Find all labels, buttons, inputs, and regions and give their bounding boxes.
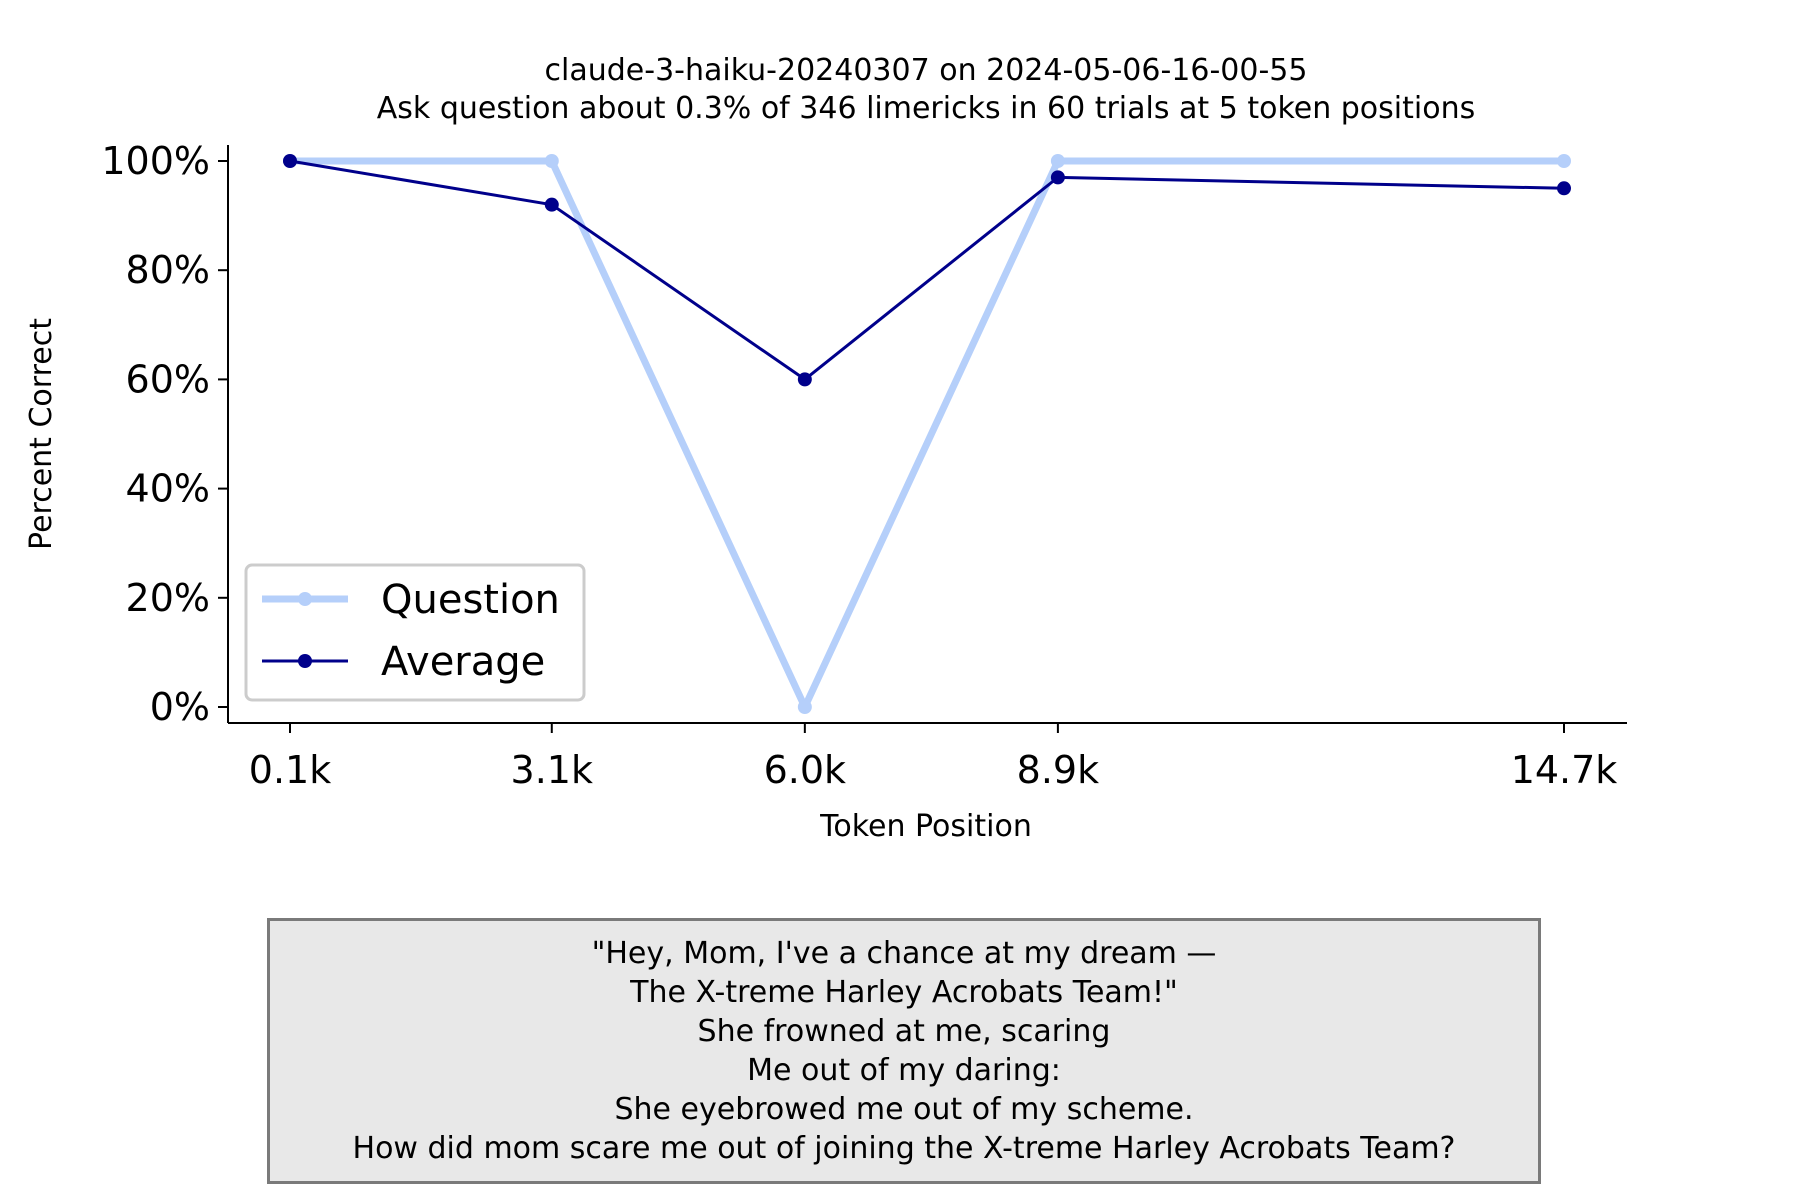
legend-label-question: Question [381,577,560,623]
x-tick-label: 3.1k [511,748,593,792]
limerick-line: She eyebrowed me out of my scheme. [614,1092,1194,1127]
limerick-box: "Hey, Mom, I've a chance at my dream — T… [267,918,1541,1184]
y-tick-label: 0% [150,685,210,729]
y-tick-label: 80% [126,248,210,292]
series-line-average [289,159,1565,381]
data-point-question [1050,154,1065,168]
legend: Question Average [244,563,586,702]
x-tick-label: 6.0k [764,748,846,792]
limerick-line: "Hey, Mom, I've a chance at my dream — [591,936,1217,971]
data-point-question [544,154,559,168]
y-tick-label: 40% [126,467,210,511]
limerick-question: How did mom scare me out of joining the … [352,1131,1456,1166]
line-chart: claude-3-haiku-20240307 on 2024-05-06-16… [24,53,1627,844]
y-tick-label: 20% [126,576,210,620]
data-point-average [797,372,812,387]
legend-marker-question [298,592,312,606]
limerick-line: She frowned at me, scaring [697,1014,1111,1049]
data-point-average [544,197,559,212]
x-tick-label: 8.9k [1017,748,1099,792]
y-tick-label: 60% [126,357,210,401]
x-axis-label: Token Position [819,809,1032,844]
data-point-question [797,700,812,714]
x-tick-label: 0.1k [249,748,331,792]
chart-title: claude-3-haiku-20240307 on 2024-05-06-16… [545,53,1308,88]
data-point-question [1557,154,1571,168]
limerick-line: The X-treme Harley Acrobats Team!" [630,975,1178,1010]
y-tick-label: 100% [101,139,210,183]
x-tick-label: 14.7k [1511,748,1618,792]
legend-label-average: Average [381,639,545,685]
data-point-average [1557,181,1571,196]
limerick-line: Me out of my daring: [747,1053,1061,1088]
y-axis-label: Percent Correct [24,318,59,550]
data-point-average [1050,170,1065,185]
plot-area: 0% 20% 40% 60% 80% 100% 0.1k 3.1k 6.0k 8.9k 14.7k [101,139,1627,792]
data-point-average [283,154,297,168]
legend-marker-average [298,654,312,668]
chart-subtitle: Ask question about 0.3% of 346 limericks… [377,91,1475,126]
